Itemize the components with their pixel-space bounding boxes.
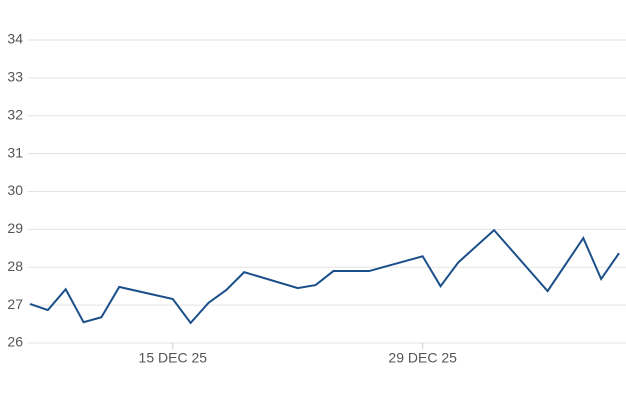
y-tick-label: 33 [7, 69, 23, 85]
y-tick-label: 28 [7, 258, 23, 274]
y-tick-label: 30 [7, 182, 23, 198]
y-tick-label: 32 [7, 106, 23, 122]
y-tick-label: 26 [7, 334, 23, 350]
y-tick-label: 29 [7, 220, 23, 236]
x-tick-label: 29 DEC 25 [388, 350, 457, 366]
data-line [29, 228, 620, 325]
y-tick-label: 27 [7, 296, 23, 312]
y-tick-label: 34 [7, 31, 23, 47]
x-tick-label: 15 DEC 25 [139, 350, 208, 366]
y-tick-label: 31 [7, 144, 23, 160]
